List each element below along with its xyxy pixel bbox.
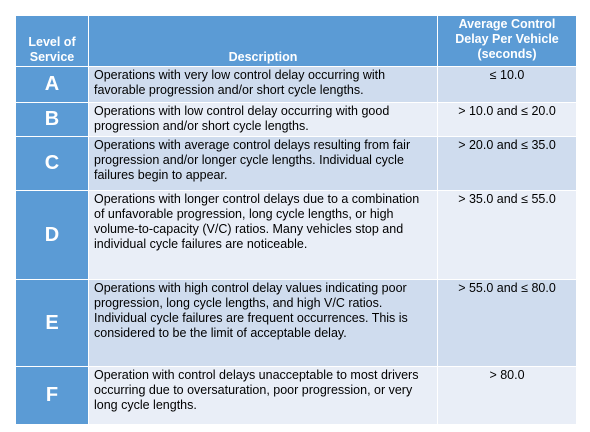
- description-cell: Operations with longer control delays du…: [88, 190, 438, 280]
- table-row: D Operations with longer control delays d…: [15, 190, 577, 280]
- table-row: B Operations with low control delay occur…: [15, 102, 577, 137]
- level-cell: A: [15, 66, 89, 103]
- table-row: C Operations with average control delays …: [15, 136, 577, 191]
- header-cell: Level of Service: [15, 15, 89, 67]
- description-cell: Operations with very low control delay o…: [88, 66, 438, 103]
- level-cell: E: [15, 279, 89, 367]
- header-cell: Average Control Delay Per Vehicle (secon…: [437, 15, 577, 67]
- los-table: Level of Service Description Average Con…: [15, 15, 577, 425]
- delay-cell: > 35.0 and ≤ 55.0: [437, 190, 577, 280]
- description-cell: Operations with average control delays r…: [88, 136, 438, 191]
- table-row: F Operation with control delays unaccepta…: [15, 366, 577, 425]
- level-cell: D: [15, 190, 89, 280]
- level-cell: F: [15, 366, 89, 425]
- delay-cell: > 10.0 and ≤ 20.0: [437, 102, 577, 137]
- header-row: Level of Service Description Average Con…: [15, 15, 577, 67]
- level-cell: C: [15, 136, 89, 191]
- table-body: A Operations with very low control delay …: [15, 66, 577, 425]
- level-cell: B: [15, 102, 89, 137]
- delay-cell: > 20.0 and ≤ 35.0: [437, 136, 577, 191]
- description-cell: Operation with control delays unacceptab…: [88, 366, 438, 425]
- description-cell: Operations with high control delay value…: [88, 279, 438, 367]
- delay-cell: ≤ 10.0: [437, 66, 577, 103]
- table-row: E Operations with high control delay valu…: [15, 279, 577, 367]
- description-cell: Operations with low control delay occurr…: [88, 102, 438, 137]
- table-row: A Operations with very low control delay …: [15, 66, 577, 103]
- delay-cell: > 80.0: [437, 366, 577, 425]
- delay-cell: > 55.0 and ≤ 80.0: [437, 279, 577, 367]
- header-cell: Description: [88, 15, 438, 67]
